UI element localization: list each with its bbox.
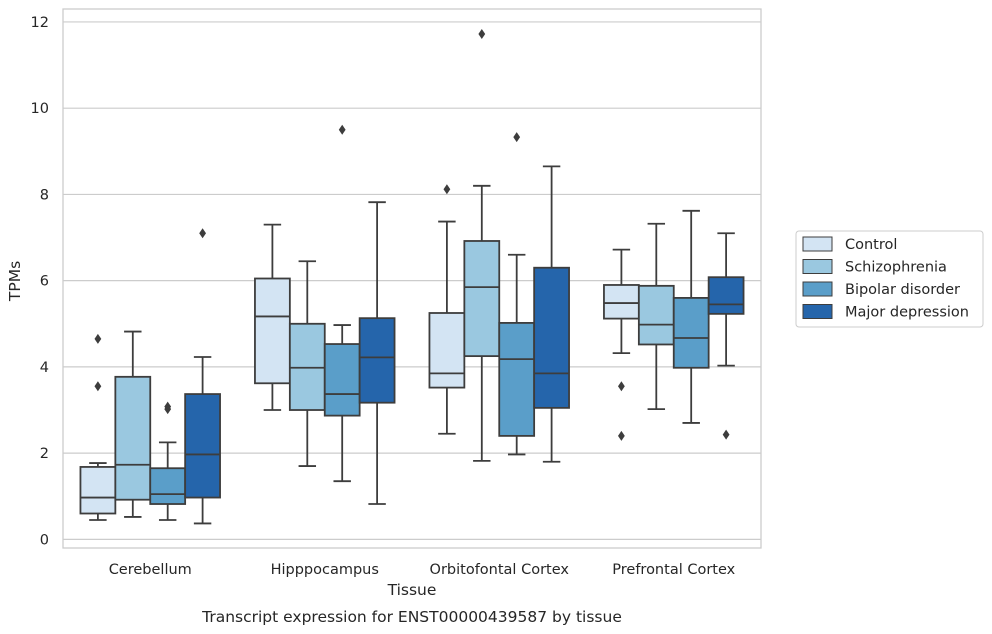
- plot-area: [62, 8, 762, 549]
- box-major-depression: [707, 232, 745, 440]
- outlier-point: [618, 430, 625, 441]
- y-tick-label: 8: [40, 187, 49, 203]
- outlier-point: [164, 404, 172, 415]
- box-groups: [79, 29, 745, 525]
- y-tick-label: 6: [40, 274, 49, 290]
- x-tick-label: Cerebellum: [109, 562, 192, 578]
- box-bipolar-disorder: [498, 132, 536, 456]
- y-tick-label: 10: [31, 101, 49, 117]
- box-iqr: [533, 266, 570, 409]
- legend-label: Schizophrenia: [845, 260, 947, 276]
- box-control: [428, 184, 466, 435]
- legend-swatch: [802, 281, 833, 297]
- box-major-depression: [358, 201, 396, 505]
- box-iqr: [498, 322, 536, 437]
- outlier-point: [513, 132, 521, 143]
- box-control: [79, 333, 117, 521]
- legend-label: Major depression: [845, 305, 969, 321]
- y-tick-label: 12: [31, 15, 49, 31]
- outlier-point: [618, 381, 625, 392]
- grid-lines: [63, 21, 761, 540]
- outlier-point: [94, 381, 102, 392]
- box-control: [603, 248, 640, 441]
- outlier-point: [722, 429, 730, 440]
- legend-swatch: [802, 259, 833, 274]
- x-tick-label: Prefrontal Cortex: [612, 562, 735, 578]
- legend-swatch: [802, 236, 833, 252]
- box-iqr: [184, 393, 221, 499]
- box-iqr: [79, 466, 117, 515]
- x-tick-label: Orbitofontal Cortex: [430, 562, 570, 578]
- legend: Control Schizophrenia Bipolar disorder Majo…: [795, 230, 984, 328]
- y-tick-label: 4: [40, 360, 49, 376]
- box-schizophrenia: [637, 222, 675, 411]
- box-major-depression: [184, 228, 221, 525]
- box-iqr: [637, 284, 675, 346]
- box-iqr: [323, 343, 361, 417]
- y-tick-labels: 0 2 4 6 8 10 12: [31, 15, 49, 548]
- box-iqr: [707, 276, 745, 315]
- box-iqr: [463, 240, 501, 358]
- box-iqr: [149, 467, 187, 505]
- box-schizophrenia: [463, 29, 501, 462]
- x-axis-title: Tissue: [387, 581, 437, 599]
- box-major-depression: [533, 165, 570, 463]
- legend-label: Bipolar disorder: [845, 282, 960, 298]
- y-tick-label: 2: [40, 446, 49, 462]
- x-tick-label: Hipppocampus: [271, 562, 379, 578]
- box-iqr: [603, 284, 640, 320]
- box-iqr: [672, 297, 710, 369]
- box-iqr: [254, 277, 291, 385]
- box-schizophrenia: [114, 330, 152, 518]
- x-tick-labels: Cerebellum Hipppocampus Orbitofontal Corte…: [109, 562, 736, 578]
- outlier-point: [443, 184, 451, 195]
- y-tick-label: 0: [40, 532, 49, 548]
- box-iqr: [428, 312, 466, 389]
- box-iqr: [358, 317, 396, 404]
- figure-caption: Transcript expression for ENST0000043958…: [201, 608, 622, 626]
- y-axis-title: TPMs: [6, 261, 24, 302]
- outlier-point: [94, 333, 102, 344]
- box-bipolar-disorder: [672, 209, 710, 424]
- legend-swatch: [802, 304, 833, 319]
- outlier-point: [338, 124, 346, 135]
- outlier-point: [199, 228, 206, 239]
- legend-frame: [795, 230, 984, 328]
- outlier-point: [478, 29, 486, 40]
- legend-label: Control: [845, 237, 897, 253]
- box-iqr: [114, 375, 152, 501]
